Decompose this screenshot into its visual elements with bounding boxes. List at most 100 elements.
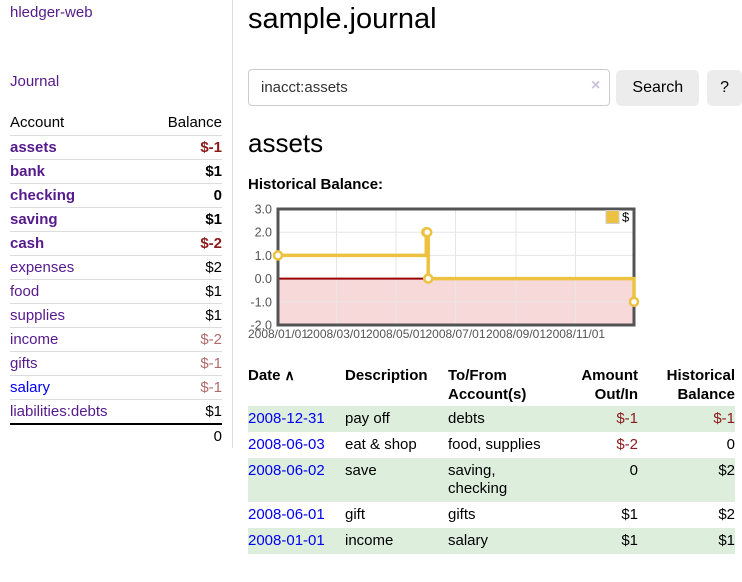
transaction-balance: 0: [726, 436, 735, 453]
account-link[interactable]: income: [10, 331, 59, 348]
account-link[interactable]: food: [10, 283, 40, 300]
account-row: cash $-2: [10, 231, 222, 256]
x-axis-tick-label: 2008/05/01: [366, 327, 426, 341]
plot-border: [276, 207, 636, 327]
x-axis-tick-label: 2008/09/01: [486, 327, 546, 341]
account-row: income $-2: [10, 327, 222, 352]
account-row: gifts $-1: [10, 351, 222, 376]
register-header-description: Description: [345, 367, 428, 384]
sidebar: hledger-web Journal Account Balance asse…: [0, 0, 233, 448]
register-table: Date ∧ Description To/From Account(s) Amo…: [248, 364, 735, 554]
y-axis-tick-label: -2.0: [250, 319, 272, 333]
chart-label: Historical Balance:: [248, 176, 384, 193]
transaction-amount: $-1: [616, 410, 638, 427]
transaction-accounts: food, supplies: [448, 436, 541, 453]
transaction-date-link[interactable]: 2008-01-01: [248, 532, 325, 549]
account-row: food $1: [10, 279, 222, 304]
transaction-balance: $2: [718, 506, 735, 523]
data-point-marker: [628, 296, 640, 308]
account-link[interactable]: checking: [10, 187, 76, 204]
historical-balance-chart: $3.0 2.0 1.0 0.0 -1.0 -2.02008/01/012008/03/0…: [248, 203, 640, 341]
account-link[interactable]: expenses: [10, 259, 75, 276]
sidebar-item-journal[interactable]: Journal: [10, 73, 60, 90]
y-axis-tick-label: 0.0: [255, 272, 272, 286]
register-row: 2008-06-01 gift gifts $1 $2: [248, 502, 735, 528]
register-row: 2008-12-31 pay off debts $-1 $-1: [248, 406, 735, 432]
y-axis-tick-label: 2.0: [255, 226, 272, 240]
transaction-date-link[interactable]: 2008-06-01: [248, 506, 325, 523]
transaction-description: gift: [345, 506, 366, 523]
account-balance: $-1: [146, 135, 222, 160]
clear-search-icon[interactable]: ×: [591, 77, 601, 94]
account-row: saving $1: [10, 207, 222, 232]
x-axis-tick-label: 2008/07/01: [425, 327, 485, 341]
search-button[interactable]: Search: [616, 69, 700, 106]
account-link[interactable]: assets: [10, 139, 57, 156]
register-row: 2008-06-02 save saving, checking 0 $2: [248, 458, 735, 502]
account-link[interactable]: gifts: [10, 355, 38, 372]
account-balance: $1: [146, 279, 222, 304]
account-balance: $1: [146, 159, 222, 184]
account-link[interactable]: liabilities:debts: [10, 403, 108, 420]
transaction-balance: $2: [718, 462, 735, 479]
account-link[interactable]: supplies: [10, 307, 66, 324]
accounts-header-balance: Balance: [167, 114, 222, 131]
register-row: 2008-01-01 income salary $1 $1: [248, 528, 735, 554]
account-balance: $-2: [146, 231, 222, 256]
x-axis-tick-label: 2008/03/01: [306, 327, 366, 341]
accounts-table: Account Balance assets $-1 bank $1 checking 0…: [10, 110, 222, 448]
account-link[interactable]: saving: [10, 211, 58, 228]
account-row: salary $-1: [10, 375, 222, 400]
data-point-marker: [421, 226, 433, 238]
account-link[interactable]: cash: [10, 235, 45, 252]
transaction-description: eat & shop: [345, 436, 417, 453]
data-point-marker: [422, 273, 434, 284]
transaction-balance: $1: [718, 532, 735, 549]
transaction-description: save: [345, 462, 377, 479]
account-title: assets: [248, 128, 324, 158]
app-brand-link[interactable]: hledger-web: [10, 4, 93, 21]
register-row: 2008-06-03 eat & shop food, supplies $-2 0: [248, 432, 735, 458]
transaction-date-link[interactable]: 2008-06-02: [248, 462, 325, 479]
account-link[interactable]: salary: [10, 379, 51, 396]
help-button[interactable]: ?: [707, 69, 742, 106]
account-link[interactable]: bank: [10, 163, 46, 180]
accounts-total-row: 0: [10, 423, 222, 448]
account-balance: $2: [146, 255, 222, 280]
transaction-accounts: saving, checking: [448, 462, 508, 497]
account-balance: $1: [146, 207, 222, 232]
account-row: expenses $2: [10, 255, 222, 280]
search-input[interactable]: [248, 69, 611, 106]
account-row: assets $-1: [10, 135, 222, 160]
page-title: sample.journal: [248, 3, 437, 35]
register-header-date[interactable]: Date ∧: [248, 367, 295, 384]
account-balance: $-2: [146, 327, 222, 352]
accounts-header-account: Account: [10, 114, 65, 131]
accounts-total-value: 0: [146, 423, 222, 448]
y-axis-tick-label: 3.0: [255, 203, 272, 217]
account-balance: $-1: [146, 375, 222, 400]
x-axis-tick-label: 2008/01/01: [248, 327, 308, 341]
transaction-amount: $1: [621, 506, 638, 523]
data-point-marker: [272, 250, 284, 261]
legend-label: $: [622, 210, 630, 225]
register-header-balance: Historical Balance: [666, 367, 735, 403]
transaction-description: pay off: [345, 410, 390, 427]
register-header-amount: Amount Out/In: [581, 367, 638, 403]
transaction-amount: $-2: [616, 436, 638, 453]
transaction-accounts: salary: [448, 532, 489, 549]
account-balance: 0: [146, 183, 222, 208]
legend-swatch: [605, 210, 620, 224]
account-row: bank $1: [10, 159, 222, 184]
account-balance: $-1: [146, 351, 222, 376]
transaction-balance: $-1: [713, 410, 735, 427]
transaction-amount: $1: [621, 532, 638, 549]
transaction-amount: 0: [629, 462, 638, 479]
sort-asc-icon: ∧: [284, 367, 295, 383]
y-axis-tick-label: -1.0: [250, 295, 272, 309]
transaction-date-link[interactable]: 2008-06-03: [248, 436, 325, 453]
transaction-date-link[interactable]: 2008-12-31: [248, 410, 325, 427]
account-row: supplies $1: [10, 303, 222, 328]
main-content: sample.journal × Search ? assets Histori…: [248, 0, 742, 554]
account-balance: $1: [146, 399, 222, 424]
